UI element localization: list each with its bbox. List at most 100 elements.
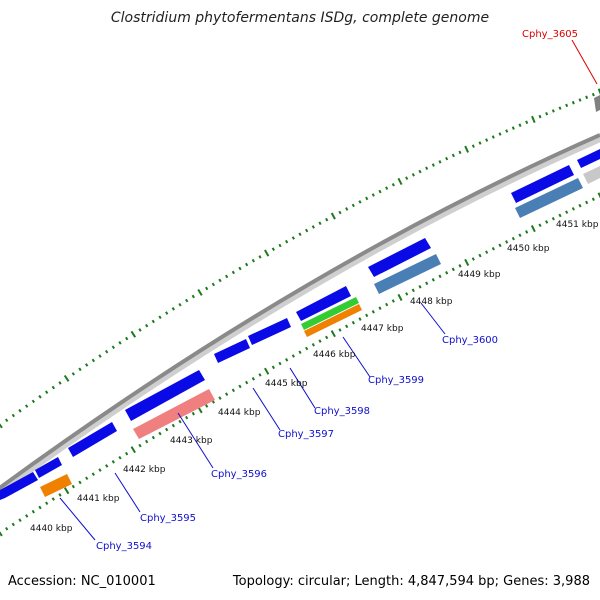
- scale-tick: [11, 413, 16, 418]
- scale-tick: [505, 240, 509, 244]
- scale-tick: [45, 501, 49, 506]
- scale-tick: [491, 246, 495, 251]
- scale-tick: [345, 207, 349, 211]
- scale-tick: [511, 126, 515, 130]
- scale-tick: [451, 267, 455, 272]
- scale-tick: [130, 330, 137, 338]
- scale-tick: [58, 381, 62, 385]
- scale-tick: [145, 323, 149, 328]
- scale-tick: [191, 294, 195, 299]
- scale-tick: [197, 288, 203, 296]
- scale-tick: [311, 225, 315, 229]
- scale-tick: [125, 336, 129, 341]
- gene-arrow[interactable]: [125, 370, 205, 421]
- gene-box-orange[interactable]: [40, 474, 72, 497]
- gene-arrow[interactable]: [511, 165, 574, 203]
- gene-arrow[interactable]: [594, 95, 600, 112]
- scale-tick: [251, 377, 255, 381]
- gene-label[interactable]: Cphy_3596: [211, 469, 267, 480]
- reverse-genes: [40, 166, 600, 497]
- scale-tick: [418, 169, 422, 174]
- gene-box-lightgrey[interactable]: [583, 166, 600, 184]
- scale-tick: [0, 423, 3, 429]
- gene-box-steelblue[interactable]: [374, 254, 441, 294]
- scale-tick: [411, 288, 415, 293]
- scale-tick: [151, 319, 155, 324]
- scale-tick: [318, 221, 322, 226]
- scale-tick: [438, 274, 442, 279]
- kbp-label: 4441 kbp: [77, 494, 120, 504]
- kbp-label: 4447 kbp: [361, 324, 404, 334]
- genome-summary: Topology: circular; Length: 4,847,594 bp…: [232, 574, 590, 589]
- gene-box-steelblue[interactable]: [515, 178, 583, 218]
- scale-tick: [31, 509, 35, 514]
- scale-tick: [258, 373, 262, 377]
- scale-tick: [371, 193, 375, 197]
- gene-box-pink[interactable]: [133, 389, 215, 439]
- gene-label[interactable]: Cphy_3598: [314, 406, 370, 417]
- scale-tick: [597, 192, 600, 199]
- scale-tick: [18, 408, 22, 413]
- gene-box-orange[interactable]: [304, 304, 362, 337]
- scale-tick: [431, 278, 435, 282]
- scale-tick: [231, 388, 235, 393]
- scale-tick: [24, 404, 29, 408]
- scale-tick: [558, 213, 562, 218]
- scale-tick: [91, 472, 95, 476]
- gene-label[interactable]: Cphy_3597: [278, 429, 334, 440]
- gene-arrow[interactable]: [35, 457, 62, 478]
- scale-tick: [358, 200, 362, 204]
- scale-tick: [5, 526, 9, 531]
- scale-tick: [118, 455, 122, 460]
- kbp-label: 4444 kbp: [218, 408, 261, 418]
- label-leaders: [59, 302, 446, 541]
- scale-tick: [464, 258, 470, 266]
- gene-arrow[interactable]: [214, 339, 250, 363]
- accession-label: Accession: NC_010001: [8, 574, 156, 589]
- gene-label[interactable]: Cphy_3594: [96, 541, 152, 552]
- scale-tick: [298, 232, 302, 237]
- scale-tick: [178, 302, 182, 307]
- gene-arrow[interactable]: [68, 422, 117, 457]
- gene-arrow[interactable]: [368, 238, 431, 277]
- scale-tick: [351, 203, 355, 208]
- scale-tick: [597, 88, 600, 95]
- scale-tick: [478, 141, 482, 145]
- scale-tick: [411, 173, 415, 177]
- scale-tick: [84, 363, 89, 367]
- scale-tick: [171, 307, 175, 311]
- scale-tick: [445, 156, 449, 161]
- outer-scale-ticks: [0, 88, 600, 429]
- scale-tick: [545, 220, 549, 224]
- scale-tick: [178, 419, 182, 424]
- scale-tick: [211, 282, 215, 287]
- scale-tick: [585, 200, 589, 205]
- scale-tick: [165, 311, 169, 315]
- gene-label[interactable]: Cphy_3595: [140, 513, 196, 524]
- scale-tick: [405, 176, 409, 180]
- scale-tick: [330, 212, 336, 220]
- scale-tick: [378, 189, 382, 194]
- gene-arrow[interactable]: [577, 149, 600, 168]
- scale-tick: [158, 431, 162, 436]
- gene-label[interactable]: Cphy_3600: [442, 335, 498, 346]
- scale-tick: [525, 230, 529, 234]
- scale-tick: [98, 354, 102, 358]
- scale-tick: [0, 531, 3, 537]
- scale-tick: [71, 372, 76, 376]
- scale-tick: [305, 346, 309, 351]
- scale-tick: [385, 302, 389, 307]
- gene-box-green[interactable]: [301, 297, 359, 330]
- scale-tick: [225, 392, 229, 396]
- scale-tick: [405, 292, 409, 296]
- scale-tick: [530, 225, 536, 233]
- gene-arrow[interactable]: [296, 286, 351, 321]
- scale-tick: [185, 415, 189, 420]
- gene-arrow[interactable]: [0, 472, 38, 500]
- gene-label-highlight[interactable]: Cphy_3605: [522, 29, 578, 40]
- gene-arrow[interactable]: [248, 318, 291, 345]
- scale-tick: [397, 177, 403, 186]
- scale-tick: [565, 103, 569, 108]
- gene-label[interactable]: Cphy_3599: [368, 375, 424, 386]
